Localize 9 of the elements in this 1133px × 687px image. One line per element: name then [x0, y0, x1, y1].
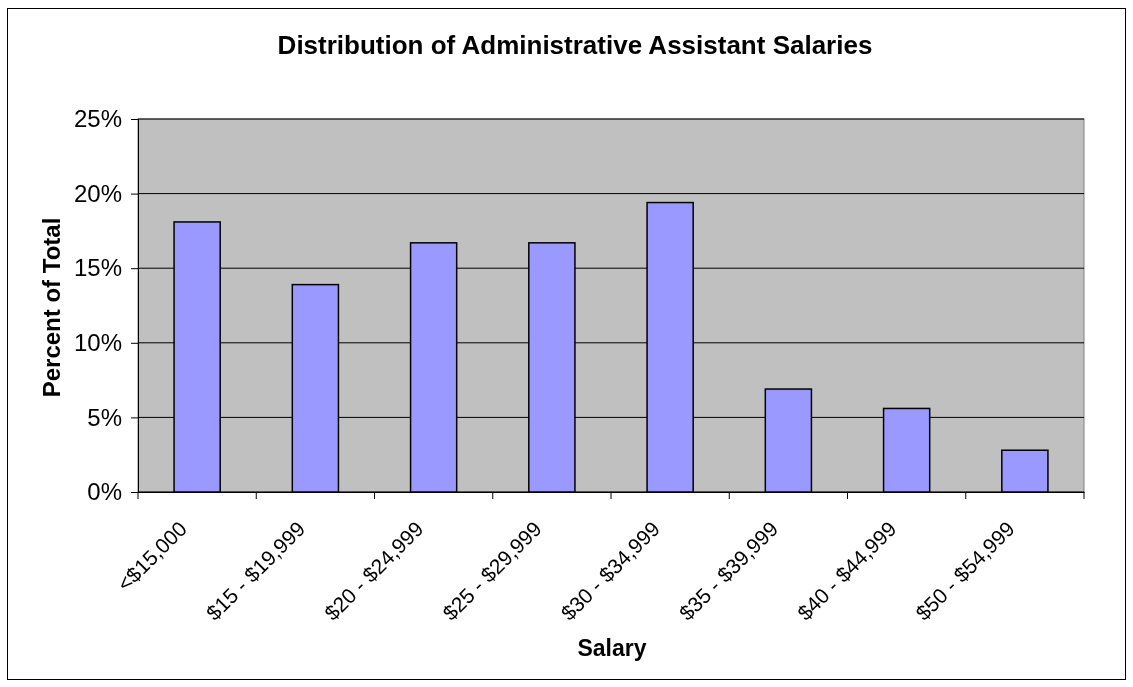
x-axis-title: Salary: [577, 635, 647, 661]
y-tick-label: 25%: [73, 105, 122, 133]
y-tick-label: 5%: [87, 403, 122, 431]
y-tick-label: 20%: [73, 179, 122, 207]
y-axis-title: Percent of Total: [38, 217, 65, 398]
y-tick-label: 15%: [73, 254, 122, 282]
y-tick-label: 10%: [73, 328, 122, 356]
chart-title: Distribution of Administrative Assistant Salaries: [277, 30, 873, 60]
y-tick-label: 0%: [87, 478, 122, 506]
